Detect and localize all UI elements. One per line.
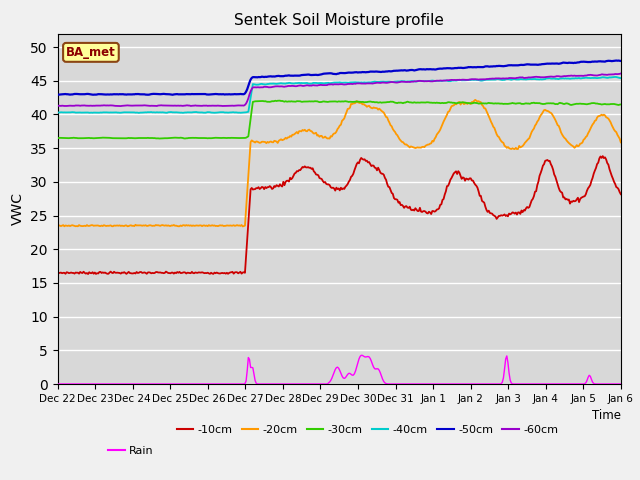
Title: Sentek Soil Moisture profile: Sentek Soil Moisture profile xyxy=(234,13,444,28)
Y-axis label: VWC: VWC xyxy=(11,192,25,225)
Text: BA_met: BA_met xyxy=(66,46,116,59)
Legend: Rain: Rain xyxy=(104,442,158,461)
X-axis label: Time: Time xyxy=(592,409,621,422)
